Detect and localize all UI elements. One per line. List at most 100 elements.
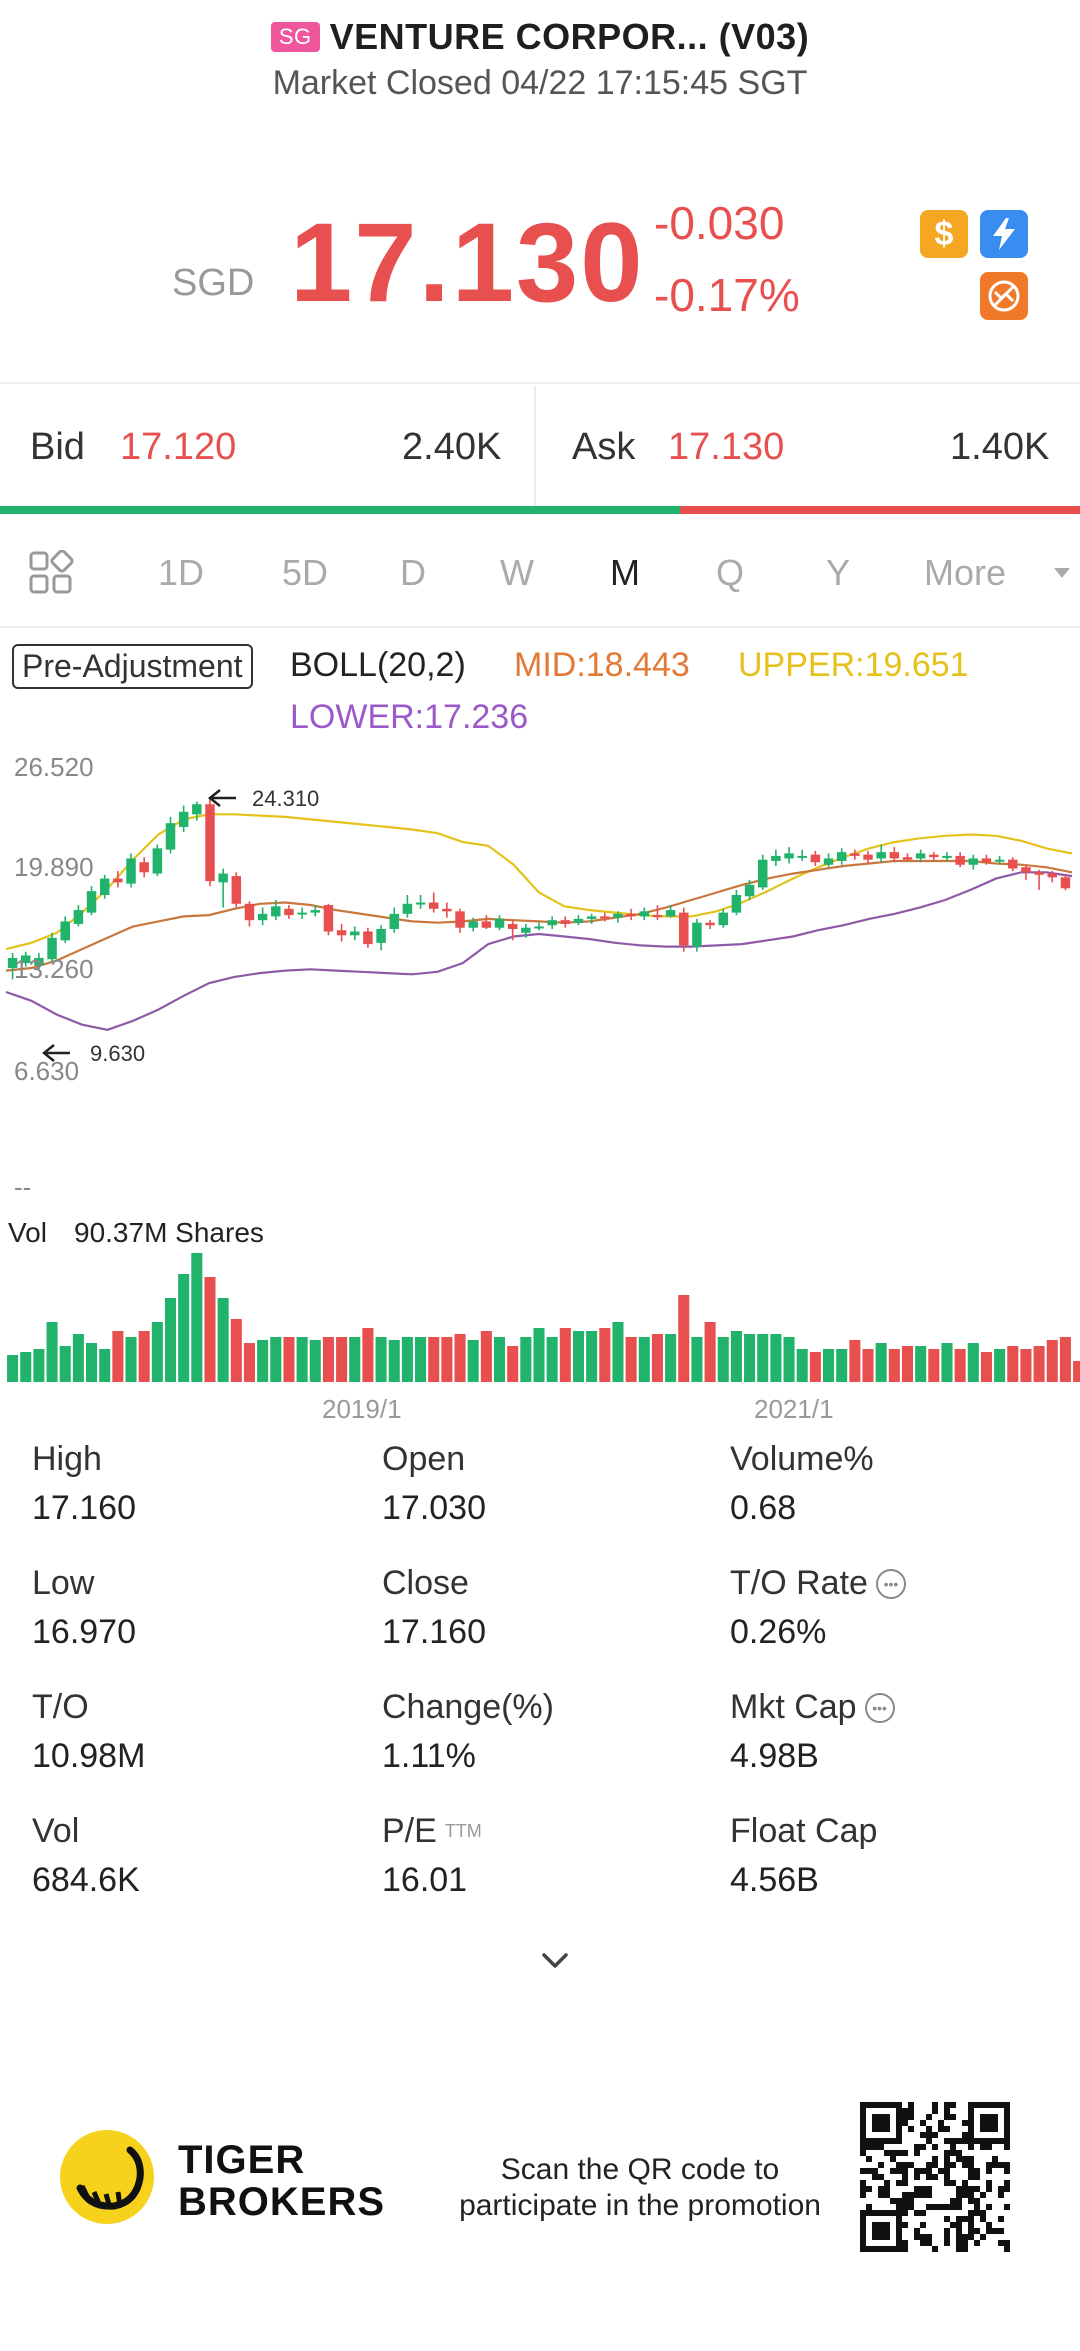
volume-bars — [7, 1253, 1080, 1382]
ask-section[interactable]: Ask 17.130 1.40K — [540, 386, 1080, 510]
qr-module — [902, 2222, 908, 2228]
qr-module — [902, 2114, 908, 2120]
promo-footer: TIGER BROKERS Scan the QR code to partic… — [0, 2080, 1080, 2280]
candle — [902, 853, 913, 863]
qr-module — [890, 2198, 896, 2204]
qr-module — [902, 2192, 908, 2198]
candle — [86, 886, 97, 916]
volume-bar — [309, 1340, 321, 1382]
tiger-logo-icon — [76, 2146, 144, 2210]
more-info-icon[interactable]: ••• — [875, 1568, 906, 1599]
candle-body — [152, 848, 163, 874]
tab-m[interactable]: M — [610, 552, 640, 593]
qr-code[interactable] — [860, 2102, 1010, 2252]
qr-module — [932, 2162, 938, 2168]
qr-module — [926, 2138, 932, 2144]
qr-module — [968, 2144, 974, 2150]
qr-module — [974, 2210, 980, 2216]
ask-ratio-fill — [680, 506, 1080, 514]
tab-1d[interactable]: 1D — [158, 552, 205, 593]
candle — [771, 849, 781, 866]
candle — [665, 905, 676, 918]
candle-body — [428, 902, 439, 909]
layout-grid-icon[interactable] — [28, 550, 74, 596]
lightning-icon[interactable] — [980, 210, 1028, 258]
tab-5d[interactable]: 5D — [282, 552, 329, 593]
volume-bar — [388, 1340, 400, 1382]
candle-body — [705, 922, 715, 926]
more-info-icon[interactable]: ••• — [864, 1692, 895, 1723]
tab-w[interactable]: W — [500, 552, 534, 593]
qr-module — [950, 2198, 956, 2204]
qr-module — [968, 2228, 974, 2234]
volume-bar — [586, 1331, 598, 1382]
candle — [1060, 874, 1071, 891]
qr-module — [944, 2174, 950, 2180]
qr-module — [866, 2204, 872, 2210]
qr-module — [896, 2180, 902, 2186]
qr-module — [998, 2228, 1004, 2234]
candle — [1034, 869, 1044, 890]
volume-bar — [1046, 1340, 1058, 1382]
candle — [481, 915, 492, 929]
volume-bar — [1073, 1361, 1080, 1382]
candle-body — [494, 918, 505, 928]
qr-module — [986, 2168, 992, 2174]
pre-adjustment-button[interactable]: Pre-Adjustment — [12, 644, 253, 689]
qr-module — [944, 2228, 950, 2234]
volume-bar — [823, 1349, 835, 1382]
qr-module — [872, 2168, 878, 2174]
ttm-label: TTM — [444, 1821, 482, 1841]
expand-chevron-icon[interactable] — [540, 1946, 570, 1976]
candle — [21, 951, 31, 967]
qr-finder — [968, 2102, 1010, 2144]
tab-d[interactable]: D — [400, 552, 426, 593]
volume-bar — [7, 1355, 19, 1382]
boll-indicator[interactable]: BOLL(20,2) — [290, 646, 466, 684]
qr-module — [998, 2186, 1004, 2192]
volume-value: 90.37M Shares — [74, 1217, 264, 1248]
volume-bar — [915, 1346, 927, 1382]
candle — [731, 889, 742, 916]
kline-chart[interactable]: 26.520 19.890 13.260 6.630 -- 24.310 9.630 V… — [0, 750, 1080, 1430]
candle — [573, 915, 584, 926]
volume-bar — [349, 1337, 361, 1382]
candle — [7, 952, 18, 980]
candle-body — [139, 862, 149, 873]
qr-module — [902, 2204, 908, 2210]
qr-module — [986, 2228, 992, 2234]
y-tick-label: 6.630 — [14, 1056, 79, 1086]
no-short-icon[interactable] — [980, 272, 1028, 320]
qr-finder-center — [980, 2114, 998, 2132]
qr-module — [1004, 2186, 1010, 2192]
stat-low: Low 16.970 — [32, 1564, 136, 1651]
candle — [442, 902, 452, 918]
more-dropdown-icon[interactable] — [1054, 568, 1070, 578]
tab-more[interactable]: More — [924, 552, 1007, 593]
volume-bar — [572, 1331, 585, 1382]
volume-bar — [164, 1298, 177, 1382]
candle-body — [376, 928, 386, 943]
candle-body — [731, 894, 742, 913]
candle-body — [310, 910, 321, 913]
tab-q[interactable]: Q — [716, 552, 745, 593]
volume-bar — [599, 1328, 611, 1382]
candle — [823, 853, 834, 868]
volume-bar — [86, 1343, 98, 1382]
volume-bar — [33, 1349, 45, 1382]
candle — [560, 916, 571, 928]
candle-body — [757, 859, 768, 888]
bid-section[interactable]: Bid 17.120 2.40K — [0, 386, 540, 510]
candle — [152, 844, 163, 877]
volume-bar — [401, 1337, 413, 1382]
qr-module — [956, 2246, 962, 2252]
qr-module — [992, 2228, 998, 2234]
dollar-icon[interactable]: $ — [920, 210, 968, 258]
candle — [310, 905, 321, 917]
candle-body — [1034, 872, 1044, 875]
tab-y[interactable]: Y — [826, 552, 851, 593]
bid-ratio-fill — [0, 506, 681, 514]
qr-module — [884, 2192, 890, 2198]
qr-module — [1004, 2246, 1010, 2252]
stock-title[interactable]: SG VENTURE CORPOR... (V03) — [0, 16, 1080, 58]
